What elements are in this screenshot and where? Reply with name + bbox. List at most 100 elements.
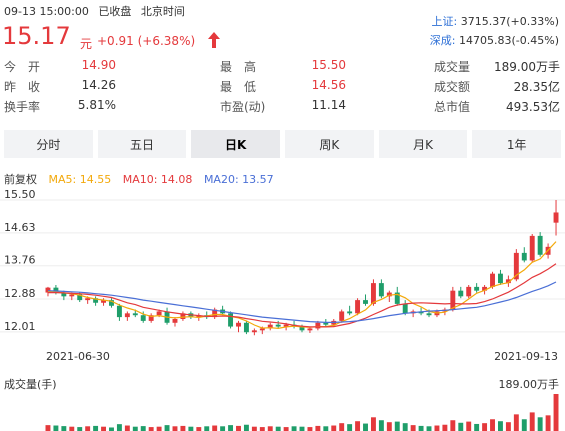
candle-body bbox=[212, 309, 218, 318]
stat-marketcap-label: 总市值 bbox=[434, 100, 471, 114]
volume-bar bbox=[172, 426, 178, 431]
candle-body bbox=[69, 294, 75, 297]
volume-bar bbox=[394, 421, 400, 431]
adjust-mode-label[interactable]: 前复权 bbox=[4, 173, 37, 186]
candle-body bbox=[553, 212, 559, 223]
candle-body bbox=[180, 313, 186, 319]
stat-volume-value: 189.00万手 bbox=[494, 60, 560, 74]
stat-low-value: 14.56 bbox=[311, 78, 346, 92]
tab-weekly-k[interactable]: 周K bbox=[285, 130, 374, 158]
market-status-line: 09-13 15:00:00 已收盘 北京时间 bbox=[4, 3, 191, 19]
index-name: 深成: bbox=[429, 34, 456, 47]
volume-bar bbox=[474, 423, 480, 431]
volume-bar bbox=[529, 412, 535, 431]
candle-body bbox=[378, 283, 384, 297]
ma10-label: MA10: 14.08 bbox=[122, 173, 193, 186]
stat-marketcap-value: 493.53亿 bbox=[506, 100, 560, 114]
volume-bar bbox=[545, 415, 551, 431]
stat-pe-value: 11.14 bbox=[311, 98, 346, 112]
candle-body bbox=[236, 322, 241, 327]
tab-monthly-k[interactable]: 月K bbox=[378, 130, 468, 158]
price-unit: 元 bbox=[80, 37, 93, 51]
volume-bar bbox=[61, 426, 67, 431]
candle-body bbox=[45, 287, 51, 293]
volume-bar bbox=[69, 426, 75, 431]
stat-prevclose-value: 14.26 bbox=[81, 78, 116, 92]
volume-bar bbox=[339, 423, 345, 431]
candle-body bbox=[116, 305, 122, 318]
volume-bar bbox=[521, 419, 527, 431]
candle-body bbox=[505, 279, 511, 284]
volume-bar bbox=[466, 421, 472, 431]
volume-bar bbox=[164, 425, 170, 431]
volume-bar bbox=[283, 427, 289, 431]
volume-bar bbox=[228, 425, 234, 431]
volume-bar bbox=[482, 423, 488, 431]
x-tick-label: 2021-06-30 bbox=[46, 350, 110, 363]
volume-bar bbox=[148, 427, 154, 431]
volume-bar bbox=[450, 420, 456, 431]
candle-body bbox=[156, 311, 162, 316]
volume-bar bbox=[553, 394, 559, 431]
volume-bar bbox=[85, 426, 91, 431]
index-shenzhen[interactable]: 深成: 14705.83(-0.45%) bbox=[430, 32, 559, 48]
candle-body bbox=[251, 330, 257, 333]
candle-body bbox=[339, 311, 345, 321]
volume-bar bbox=[418, 425, 424, 431]
market-state: 已收盘 bbox=[98, 5, 132, 18]
volume-bar bbox=[236, 425, 241, 431]
volume-bar bbox=[458, 422, 464, 431]
volume-bar bbox=[212, 425, 218, 431]
volume-bar bbox=[363, 423, 368, 431]
stat-turnover-label: 换手率 bbox=[4, 100, 41, 114]
y-tick-label: 15.50 bbox=[4, 188, 36, 201]
tab-daily-k[interactable]: 日K bbox=[191, 130, 281, 158]
tab-five-day[interactable]: 五日 bbox=[97, 130, 187, 158]
volume-bar bbox=[180, 425, 186, 431]
candle-body bbox=[259, 328, 265, 331]
volume-bar bbox=[291, 426, 297, 431]
candle-body bbox=[172, 319, 178, 323]
candle-body bbox=[513, 252, 519, 280]
volume-bar bbox=[426, 426, 432, 431]
candle-body bbox=[243, 322, 249, 333]
candle-body bbox=[315, 322, 321, 329]
x-tick-label: 2021-09-13 bbox=[494, 350, 558, 363]
index-value: 14705.83(-0.45%) bbox=[459, 34, 559, 47]
candle-body bbox=[307, 328, 313, 331]
candle-body bbox=[228, 313, 234, 327]
candle-body bbox=[101, 300, 106, 303]
y-tick-label: 13.76 bbox=[4, 254, 36, 267]
candle-body bbox=[458, 290, 464, 297]
candlestick-chart[interactable]: 15.50 14.63 13.76 12.88 12.01 2021-06-30 2021-… bbox=[0, 188, 565, 364]
candle-body bbox=[466, 286, 472, 297]
volume-bar bbox=[299, 426, 305, 431]
volume-bar bbox=[275, 426, 281, 431]
volume-bar bbox=[355, 421, 361, 431]
stat-amount-label: 成交额 bbox=[434, 80, 471, 94]
candle-body bbox=[85, 298, 91, 301]
change-percent: (+6.38%) bbox=[137, 34, 196, 48]
up-arrow-icon bbox=[208, 32, 220, 48]
volume-bar bbox=[434, 425, 440, 431]
stat-open-label: 今 开 bbox=[4, 60, 41, 74]
stat-high-value: 15.50 bbox=[311, 58, 346, 72]
candle-body bbox=[370, 283, 376, 304]
volume-chart[interactable] bbox=[0, 392, 565, 431]
y-tick-label: 14.63 bbox=[4, 221, 36, 234]
current-price: 15.17 bbox=[2, 22, 71, 50]
candle-body bbox=[402, 303, 408, 314]
candle-body bbox=[299, 326, 305, 331]
volume-bar bbox=[347, 424, 353, 431]
candle-body bbox=[140, 315, 146, 321]
candle-body bbox=[77, 294, 83, 301]
ma10-line bbox=[48, 263, 557, 328]
tab-intraday[interactable]: 分时 bbox=[4, 130, 93, 158]
index-shanghai[interactable]: 上证: 3715.37(+0.33%) bbox=[432, 13, 559, 29]
tab-one-year[interactable]: 1年 bbox=[472, 130, 562, 158]
index-name: 上证: bbox=[431, 15, 458, 28]
candle-body bbox=[355, 300, 361, 314]
volume-bar bbox=[505, 422, 511, 431]
stat-prevclose-label: 昨 收 bbox=[4, 80, 41, 94]
volume-bar bbox=[196, 427, 202, 431]
